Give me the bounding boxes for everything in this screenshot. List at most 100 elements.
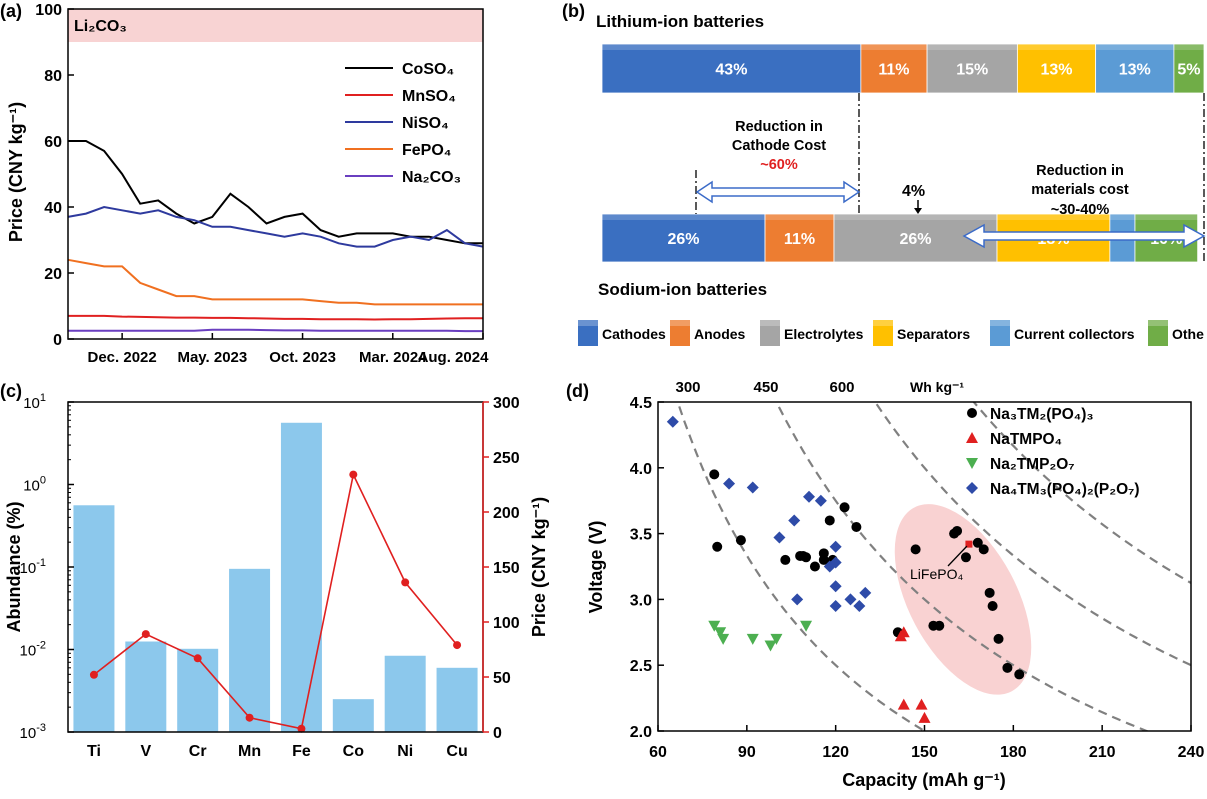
energy-density-label: 300 [675,379,700,396]
voltage-tick-label: 3.5 [630,527,652,544]
panel-d-label: (d) [566,381,589,401]
series-line-1 [68,314,483,321]
abundance-tick-label: 101 [23,392,46,412]
energy-density-label: 450 [753,379,778,396]
point-circle [824,515,835,526]
point-circle [839,502,850,513]
energy-density-curves [676,402,1191,731]
segment-label: 26% [899,231,931,248]
segment-highlight [860,44,928,50]
element-tick-label: Cu [446,743,467,760]
capacity-tick-label: 90 [738,744,756,761]
element-tick-label: Cr [189,743,207,760]
point-circle [987,600,998,611]
y-tick-label: 0 [53,332,62,349]
legend-label: Othe [1172,326,1204,342]
price-point [141,630,150,639]
cathode-reduction-arrow [695,180,861,204]
energy-curve [873,402,1191,667]
segment-highlight [833,214,998,220]
segment-highlight [927,44,1018,50]
cost-segment-anodes [764,213,835,263]
energy-curve [775,402,1150,731]
segment-label: 11% [784,231,815,248]
abundance-axis-label: Abundance (%) [4,501,24,632]
point-circle [952,525,963,536]
legend-swatch [873,320,893,346]
li2co3-band-label: Li₂CO₃ [74,18,127,35]
panel-a-x-ticks: Dec. 2022 May. 2023 Oct. 2023 Mar. 2024Aug.… [88,333,490,366]
point-triangle-down [714,627,727,639]
y-tick-label: 40 [44,200,62,217]
price-axis-label: Price (CNY kg⁻¹) [529,497,549,637]
abundance-bar [177,648,219,732]
abundance-bars [73,422,478,732]
li-ion-title: Lithium-ion batteries [596,12,764,31]
abundance-bar [280,422,322,732]
capacity-tick-label: 210 [1089,744,1116,761]
price-point [297,724,306,733]
capacity-ticks: 60 90 120 150 180 210 240 [649,725,1204,761]
voltage-axis-label: Voltage (V) [586,521,606,614]
point-triangle-down [717,633,730,645]
panel-a-label: (a) [0,1,22,21]
panel-b-label: (b) [562,1,585,21]
legend-label: Cathodes [602,326,666,342]
legend-swatch [760,320,780,346]
point-diamond [829,540,842,553]
point-circle [709,469,720,480]
price-tick-label: 150 [493,560,520,577]
segment-highlight [1095,44,1174,50]
point-triangle-up [897,626,910,638]
element-tick-label: Mn [238,743,261,760]
series-line-4 [68,328,483,333]
series-line-2 [67,205,484,248]
panel-a-series-lines [67,140,484,333]
price-line [89,470,462,733]
legend-label: NiSO₄ [402,115,449,132]
reduction-cathode-percent: ~60% [760,157,798,173]
segment-highlight [602,214,766,220]
point-circle [712,541,723,552]
legend-label: Na₂CO₃ [402,169,461,186]
point-triangle-down [708,620,721,632]
legend-label: FePO₄ [402,142,451,159]
lifepo4-label: LiFePO₄ [910,566,963,582]
point-diamond [844,593,857,606]
legend-swatch [1148,320,1168,346]
segment-label: 13% [1119,62,1151,79]
legend-swatch-highlight [670,320,690,326]
voltage-ticks: 2.0 2.5 3.0 3.5 4.0 4.5 [630,395,664,741]
point-diamond [723,477,736,490]
point-triangle-up [915,698,928,710]
point-circle [960,552,971,563]
li2co3-band [68,9,483,42]
legend-swatch [578,320,598,346]
point-diamond [773,531,786,544]
voltage-tick-label: 4.0 [630,461,652,478]
reduction-cathode-line2: Cathode Cost [732,138,826,154]
segment-highlight [602,44,861,50]
callout-arrow-head [914,208,922,214]
capacity-tick-label: 60 [649,744,667,761]
capacity-tick-label: 180 [1000,744,1027,761]
reduction-materials-line1: Reduction in [1036,163,1124,179]
point-triangle-down [800,620,813,632]
point-diamond [814,494,827,507]
abundance-tick-label: 100 [23,475,46,495]
legend-label: Na₄TM₃(PO₄)₂(P₂O₇) [990,481,1140,498]
price-point [349,470,358,479]
element-tick-label: Ti [87,743,101,760]
abundance-tick-label: 10-2 [20,640,46,660]
point-diamond [859,586,872,599]
segment-label: 13% [1040,62,1072,79]
element-tick-label: Ni [397,743,413,760]
x-tick-label: Aug. 2024 [418,349,490,366]
point-triangle-up [897,698,910,710]
point-circle [809,561,820,572]
legend-label: Anodes [694,326,746,342]
point-diamond [853,599,866,612]
x-tick-label: Mar. 2024 [359,349,427,366]
